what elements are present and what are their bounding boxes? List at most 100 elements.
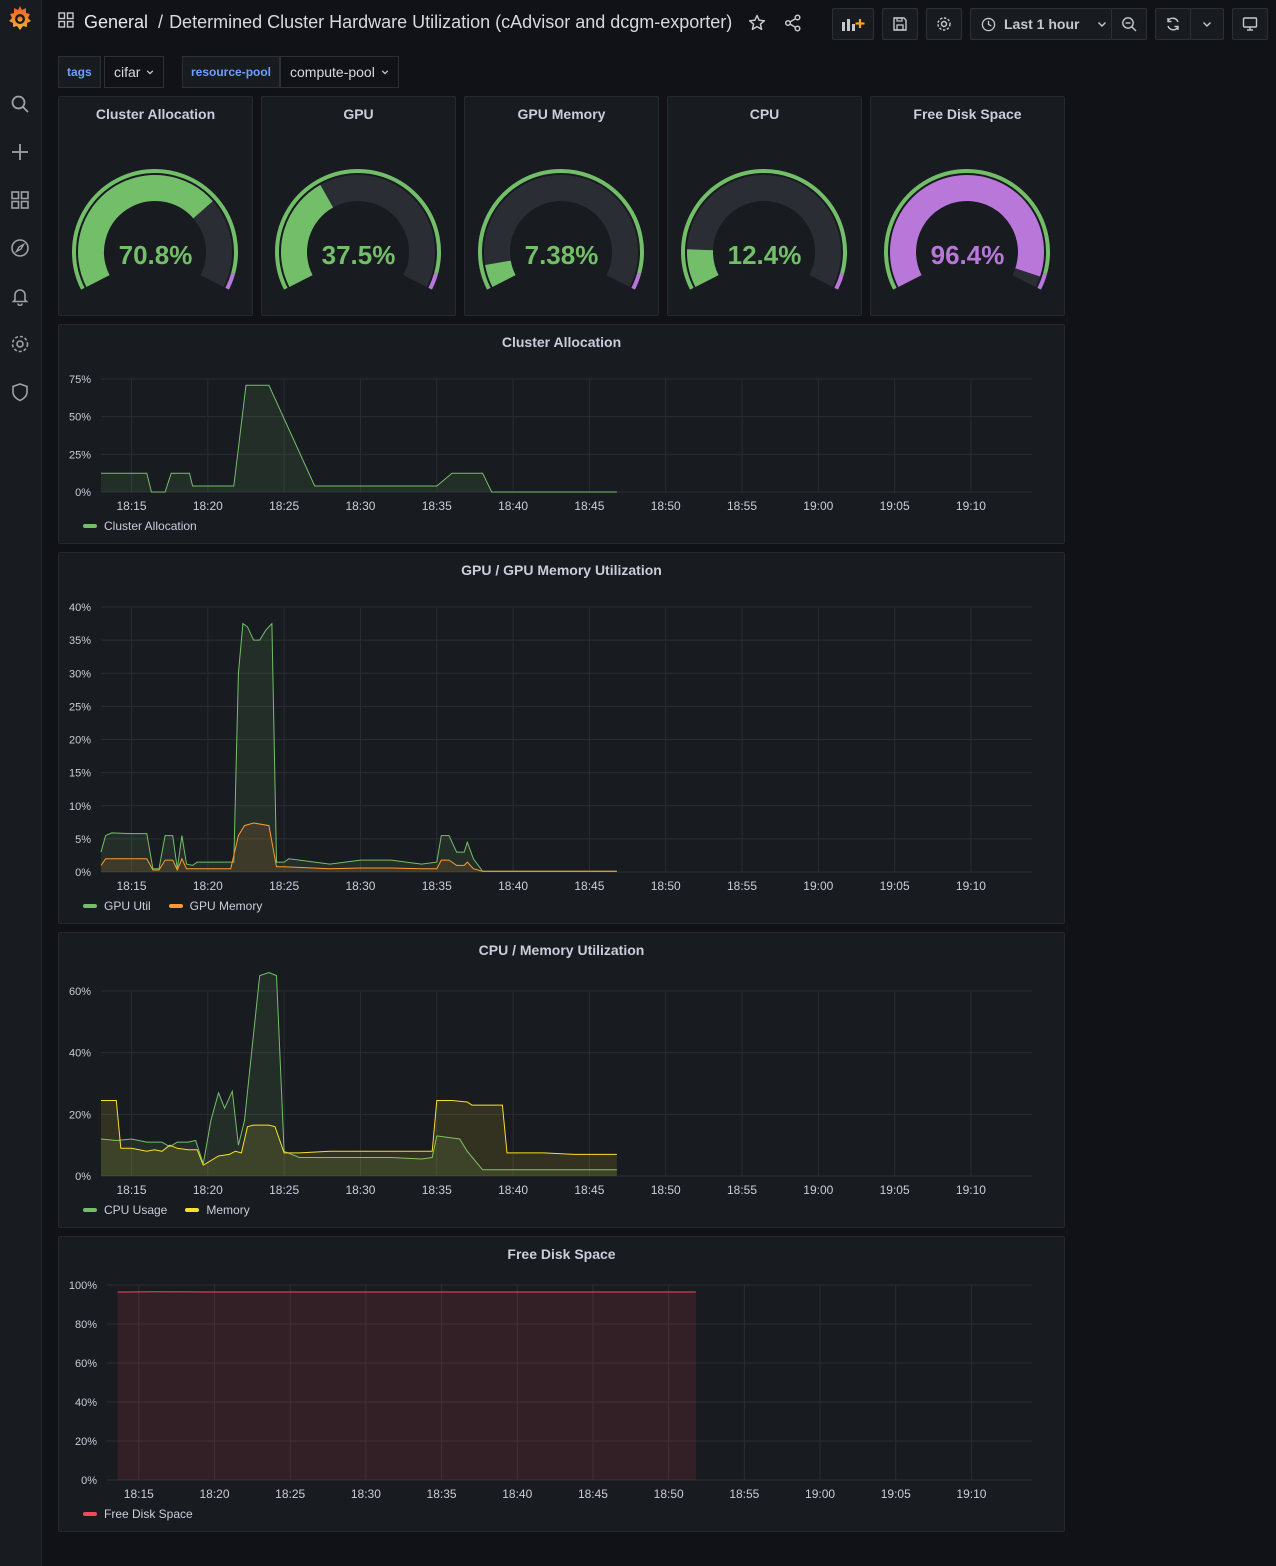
time-range-picker[interactable]: Last 1 hour (970, 8, 1112, 40)
y-tick-label: 60% (69, 986, 91, 998)
panel-title: CPU / Memory Utilization (478, 942, 645, 958)
refresh-button[interactable] (1155, 8, 1191, 40)
gauge-cpu (681, 169, 847, 290)
gauge-panel-free-disk-space[interactable]: Free Disk Space 96.4% (870, 96, 1065, 316)
alerting-bell-icon[interactable] (6, 282, 34, 310)
chart-free-disk-space: 0% 20% 40% 60% 80% 100% 18:15 18:20 18:25 18:30 18… (69, 1280, 1032, 1501)
gauge-panel-cluster-allocation[interactable]: Cluster Allocation 70.8% (58, 96, 253, 316)
plus-icon[interactable] (6, 138, 34, 166)
x-tick-label: 19:00 (805, 1487, 835, 1501)
gauge-panel-gpu[interactable]: GPU 37.5% (261, 96, 456, 316)
zoom-out-button[interactable] (1111, 8, 1147, 40)
x-tick-label: 19:10 (956, 499, 986, 513)
timeseries-panel-gpu-memory-utilization[interactable]: GPU / GPU Memory Utilization 0% 5% 10% 15% 2… (58, 552, 1065, 924)
legend-item-free-disk-space[interactable]: Free Disk Space (83, 1507, 193, 1521)
y-tick-label: 0% (75, 487, 91, 499)
x-tick-label: 18:20 (199, 1487, 229, 1501)
x-tick-label: 19:00 (803, 879, 833, 893)
dashboards-icon[interactable] (6, 186, 34, 214)
star-icon[interactable] (748, 14, 766, 32)
timeseries-panel-free-disk-space[interactable]: Free Disk Space 0% 20% 40% 60% 80% 100% 18:15 1… (58, 1236, 1065, 1532)
legend-item-memory[interactable]: Memory (185, 1203, 250, 1217)
x-tick-label: 18:40 (498, 1183, 528, 1197)
y-tick-label: 80% (75, 1319, 97, 1331)
x-tick-label: 19:05 (880, 1183, 910, 1197)
x-tick-label: 18:15 (117, 499, 147, 513)
legend-item-gpu-util[interactable]: GPU Util (83, 899, 151, 913)
series-area (101, 385, 617, 492)
x-tick-label: 18:25 (269, 1183, 299, 1197)
gauge-value-arc (890, 175, 1044, 287)
refresh-interval-dropdown[interactable] (1190, 8, 1224, 40)
gauge-threshold-base (681, 169, 847, 290)
legend-item-cluster-allocation[interactable]: Cluster Allocation (83, 519, 197, 533)
series-free-disk-space (117, 1291, 696, 1480)
timeseries-panel-cpu-memory-utilization[interactable]: CPU / Memory Utilization 0% 20% 40% 60% 18:1… (58, 932, 1065, 1228)
y-tick-label: 100% (69, 1280, 97, 1292)
gauge-panel-cpu[interactable]: CPU 12.4% (667, 96, 862, 316)
grafana-logo-icon[interactable] (6, 4, 34, 32)
y-tick-label: 40% (69, 1048, 91, 1060)
breadcrumb-folder-link[interactable]: General (84, 12, 149, 32)
y-tick-label: 40% (69, 602, 91, 614)
chart-cpu-memory-utilization: 0% 20% 40% 60% 18:15 18:20 18:25 18:30 18:35 18:4… (69, 971, 1032, 1197)
gauge-gpu (275, 169, 441, 290)
explore-compass-icon[interactable] (6, 234, 34, 262)
share-icon[interactable] (784, 13, 802, 32)
chevron-down-icon (1203, 22, 1211, 27)
series-line (101, 1100, 617, 1166)
add-panel-button[interactable] (832, 8, 874, 40)
x-tick-label: 18:45 (574, 879, 604, 893)
save-dashboard-button[interactable] (882, 8, 918, 40)
series-area (101, 1100, 617, 1176)
y-tick-label: 5% (75, 834, 91, 846)
gauge-panel-gpu-memory[interactable]: GPU Memory 7.38% (464, 96, 659, 316)
x-tick-label: 18:30 (345, 879, 375, 893)
gauge-threshold-base (478, 169, 644, 290)
x-tick-label: 19:05 (880, 879, 910, 893)
time-range-label: Last 1 hour (1004, 16, 1080, 32)
gauge-value-arc (687, 249, 719, 287)
chevron-down-icon (1098, 22, 1107, 27)
y-tick-label: 10% (69, 801, 91, 813)
x-tick-label: 18:30 (345, 499, 375, 513)
x-tick-label: 18:40 (498, 879, 528, 893)
configuration-gear-icon[interactable] (6, 330, 34, 358)
gauge-value: 7.38% (524, 240, 599, 270)
dashboard-title[interactable]: Determined Cluster Hardware Utilization … (169, 12, 733, 32)
y-tick-label: 0% (75, 867, 91, 879)
chart-legend: Cluster Allocation (83, 519, 197, 533)
timeseries-panel-cluster-allocation[interactable]: Cluster Allocation 0% 25% 50% 75% 18:15 18:20… (58, 324, 1065, 544)
x-tick-label: 18:20 (193, 879, 223, 893)
x-tick-label: 19:10 (956, 1487, 986, 1501)
chevron-down-icon (381, 70, 389, 75)
search-icon[interactable] (6, 90, 34, 118)
y-tick-label: 40% (75, 1397, 97, 1409)
cycle-view-mode-button[interactable] (1232, 8, 1268, 40)
server-admin-shield-icon[interactable] (6, 378, 34, 406)
x-tick-label: 18:50 (651, 499, 681, 513)
legend-item-gpu-memory[interactable]: GPU Memory (168, 899, 262, 913)
chart-gpu-memory-utilization: 0% 5% 10% 15% 20% 25% 30% 35% 40% 18:15 18:20 18:25… (69, 602, 1032, 893)
variable-select-resource-pool[interactable]: compute-pool (280, 56, 399, 88)
legend-item-cpu-usage[interactable]: CPU Usage (83, 1203, 167, 1217)
gauge-threshold-base (275, 169, 441, 290)
y-tick-label: 60% (75, 1358, 97, 1370)
save-icon (893, 17, 907, 31)
gauge-free-disk-space (884, 169, 1050, 290)
x-tick-label: 18:25 (275, 1487, 305, 1501)
y-tick-label: 0% (81, 1475, 97, 1487)
gauge-threshold-high (834, 272, 845, 290)
panel-title: CPU (749, 106, 780, 122)
panel-title: Free Disk Space (913, 106, 1022, 122)
x-tick-label: 19:00 (803, 1183, 833, 1197)
panel-title: GPU Memory (517, 106, 606, 122)
dashboard-breadcrumb: General / Determined Cluster Hardware Ut… (58, 12, 802, 33)
y-tick-label: 0% (75, 1171, 91, 1183)
x-tick-label: 18:25 (269, 879, 299, 893)
variable-select-tags[interactable]: cifar (104, 56, 165, 88)
variable-value-tags: cifar (114, 64, 141, 80)
panel-title: GPU / GPU Memory Utilization (461, 562, 662, 578)
series-area (117, 1291, 696, 1480)
dashboard-settings-button[interactable] (926, 8, 962, 40)
